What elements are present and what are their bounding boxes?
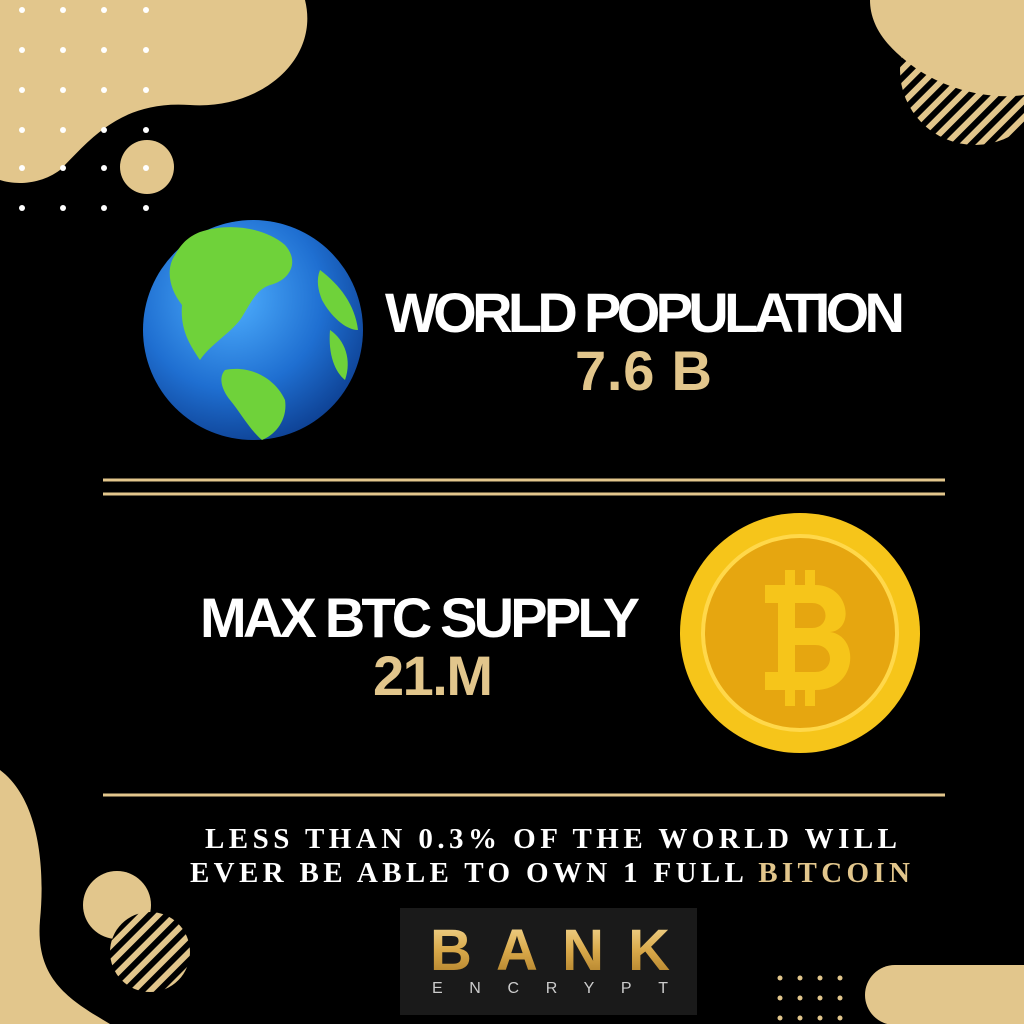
- footnote-text: EVER BE ABLE TO OWN 1 FULL: [190, 857, 744, 889]
- earth-icon: [143, 220, 363, 440]
- dot-grid: [19, 7, 149, 211]
- blob: [0, 0, 308, 183]
- bitcoin-icon: [680, 513, 920, 753]
- stat-label: MAX BTC SUPPLY: [200, 586, 640, 649]
- pill-decor: [865, 965, 1024, 1024]
- dot-grid: [777, 975, 843, 1021]
- stat-label: WORLD POPULATION: [385, 281, 905, 344]
- logo-box: [400, 908, 697, 1015]
- striped-circle: [110, 912, 190, 992]
- blob: [870, 0, 1024, 97]
- blob: [0, 770, 110, 1024]
- stat-value: 21.M: [373, 644, 493, 707]
- stat-value: 7.6 B: [575, 339, 712, 402]
- footnote: LESS THAN 0.3% OF THE WORLD WILL: [205, 823, 897, 855]
